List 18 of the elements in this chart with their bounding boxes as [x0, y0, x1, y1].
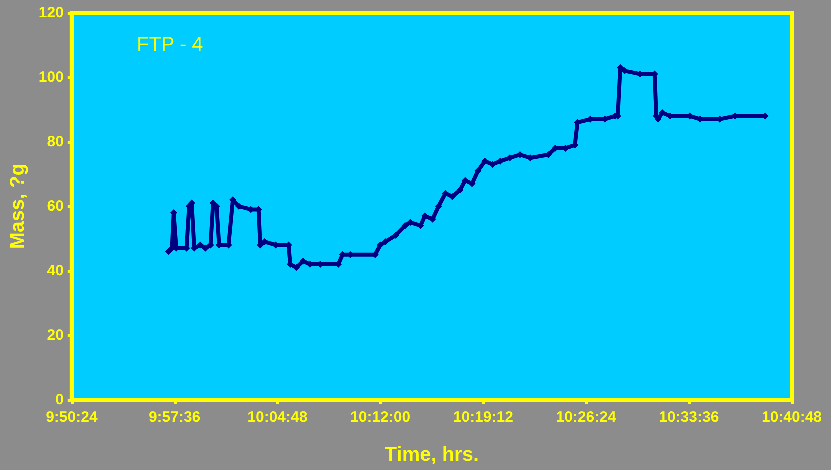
y-tick-label: 80	[47, 134, 64, 150]
y-tick-label: 100	[38, 69, 64, 86]
text: FTP - 4	[137, 34, 204, 56]
y-tick-label: 120	[38, 4, 64, 22]
x-tick-label: 10:26:24	[556, 409, 617, 426]
x-tick-label: 9:50:24	[46, 409, 98, 426]
y-tick-label: 40	[47, 262, 64, 280]
x-tick-label: 9:57:36	[148, 409, 201, 426]
x-tick-label: 10:12:00	[350, 409, 411, 426]
x-axis-title: Time, hrs.	[384, 444, 480, 466]
x-tick-label: 10:19:12	[453, 409, 514, 426]
y-axis-title: Mass, ?g	[7, 164, 29, 250]
y-tick-label: 20	[47, 327, 64, 344]
x-tick-label: 10:04:48	[248, 409, 308, 426]
x-tick-label: 10:40:48	[762, 409, 822, 426]
y-tick-label: 60	[47, 198, 64, 215]
y-tick-label: 0	[56, 392, 64, 408]
x-tick-label: 10:33:36	[659, 409, 720, 426]
